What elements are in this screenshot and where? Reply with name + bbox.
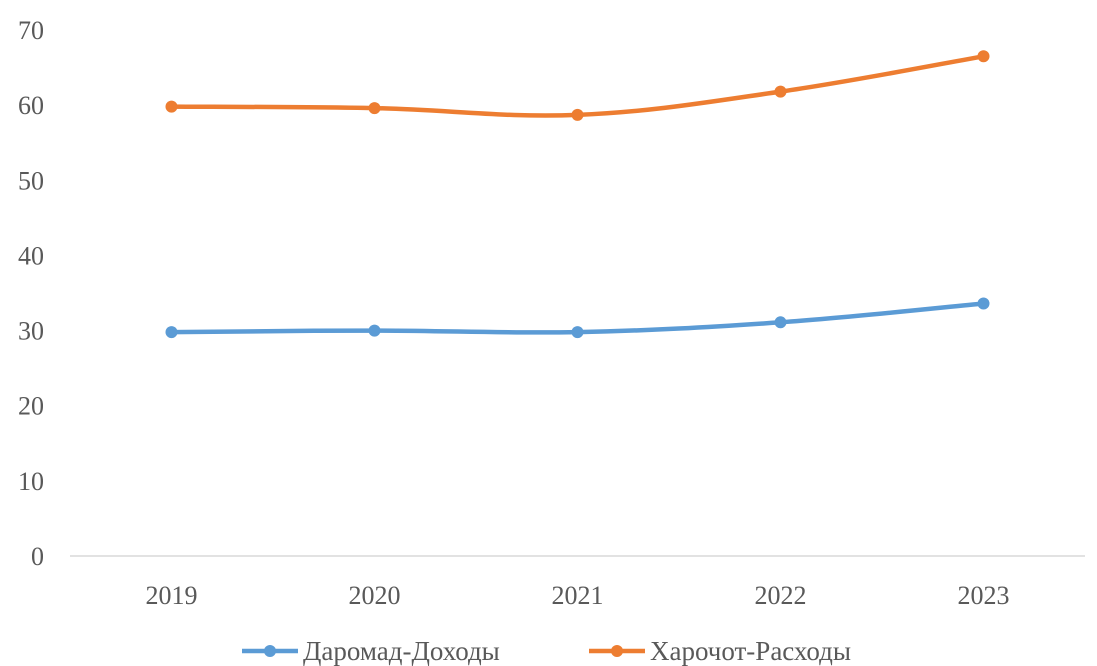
legend-label: Даромад-Доходы <box>303 636 500 666</box>
series-group <box>165 50 990 121</box>
x-axis: 2019 2020 2021 2022 2023 <box>146 581 1010 610</box>
legend-marker <box>264 645 276 657</box>
y-tick-label: 0 <box>31 542 44 571</box>
data-point <box>774 85 787 98</box>
data-point <box>165 100 178 113</box>
data-point <box>165 326 178 339</box>
y-axis: 0 10 20 30 40 50 60 70 <box>18 16 44 571</box>
data-point <box>774 316 787 329</box>
y-tick-label: 20 <box>18 392 44 421</box>
series-group <box>165 297 990 339</box>
data-point <box>368 324 381 337</box>
data-point <box>977 50 990 63</box>
legend-label: Харочот-Расходы <box>650 636 851 666</box>
data-point <box>977 297 990 310</box>
x-tick-label: 2021 <box>552 581 604 610</box>
legend: Даромад-Доходы Харочот-Расходы <box>242 636 851 666</box>
y-tick-label: 30 <box>18 317 44 346</box>
series-layer <box>165 50 990 339</box>
series-line <box>169 54 986 118</box>
x-tick-label: 2019 <box>146 581 198 610</box>
x-tick-label: 2023 <box>958 581 1010 610</box>
data-point <box>368 102 381 115</box>
x-tick-label: 2022 <box>755 581 807 610</box>
data-point <box>571 108 584 121</box>
y-tick-label: 50 <box>18 166 44 195</box>
data-point <box>571 326 584 339</box>
y-tick-label: 10 <box>18 467 44 496</box>
legend-item: Харочот-Расходы <box>589 636 851 666</box>
legend-item: Даромад-Доходы <box>242 636 500 666</box>
y-tick-label: 60 <box>18 91 44 120</box>
legend-marker <box>611 645 623 657</box>
x-tick-label: 2020 <box>349 581 401 610</box>
y-tick-label: 70 <box>18 16 44 45</box>
y-tick-label: 40 <box>18 241 44 270</box>
